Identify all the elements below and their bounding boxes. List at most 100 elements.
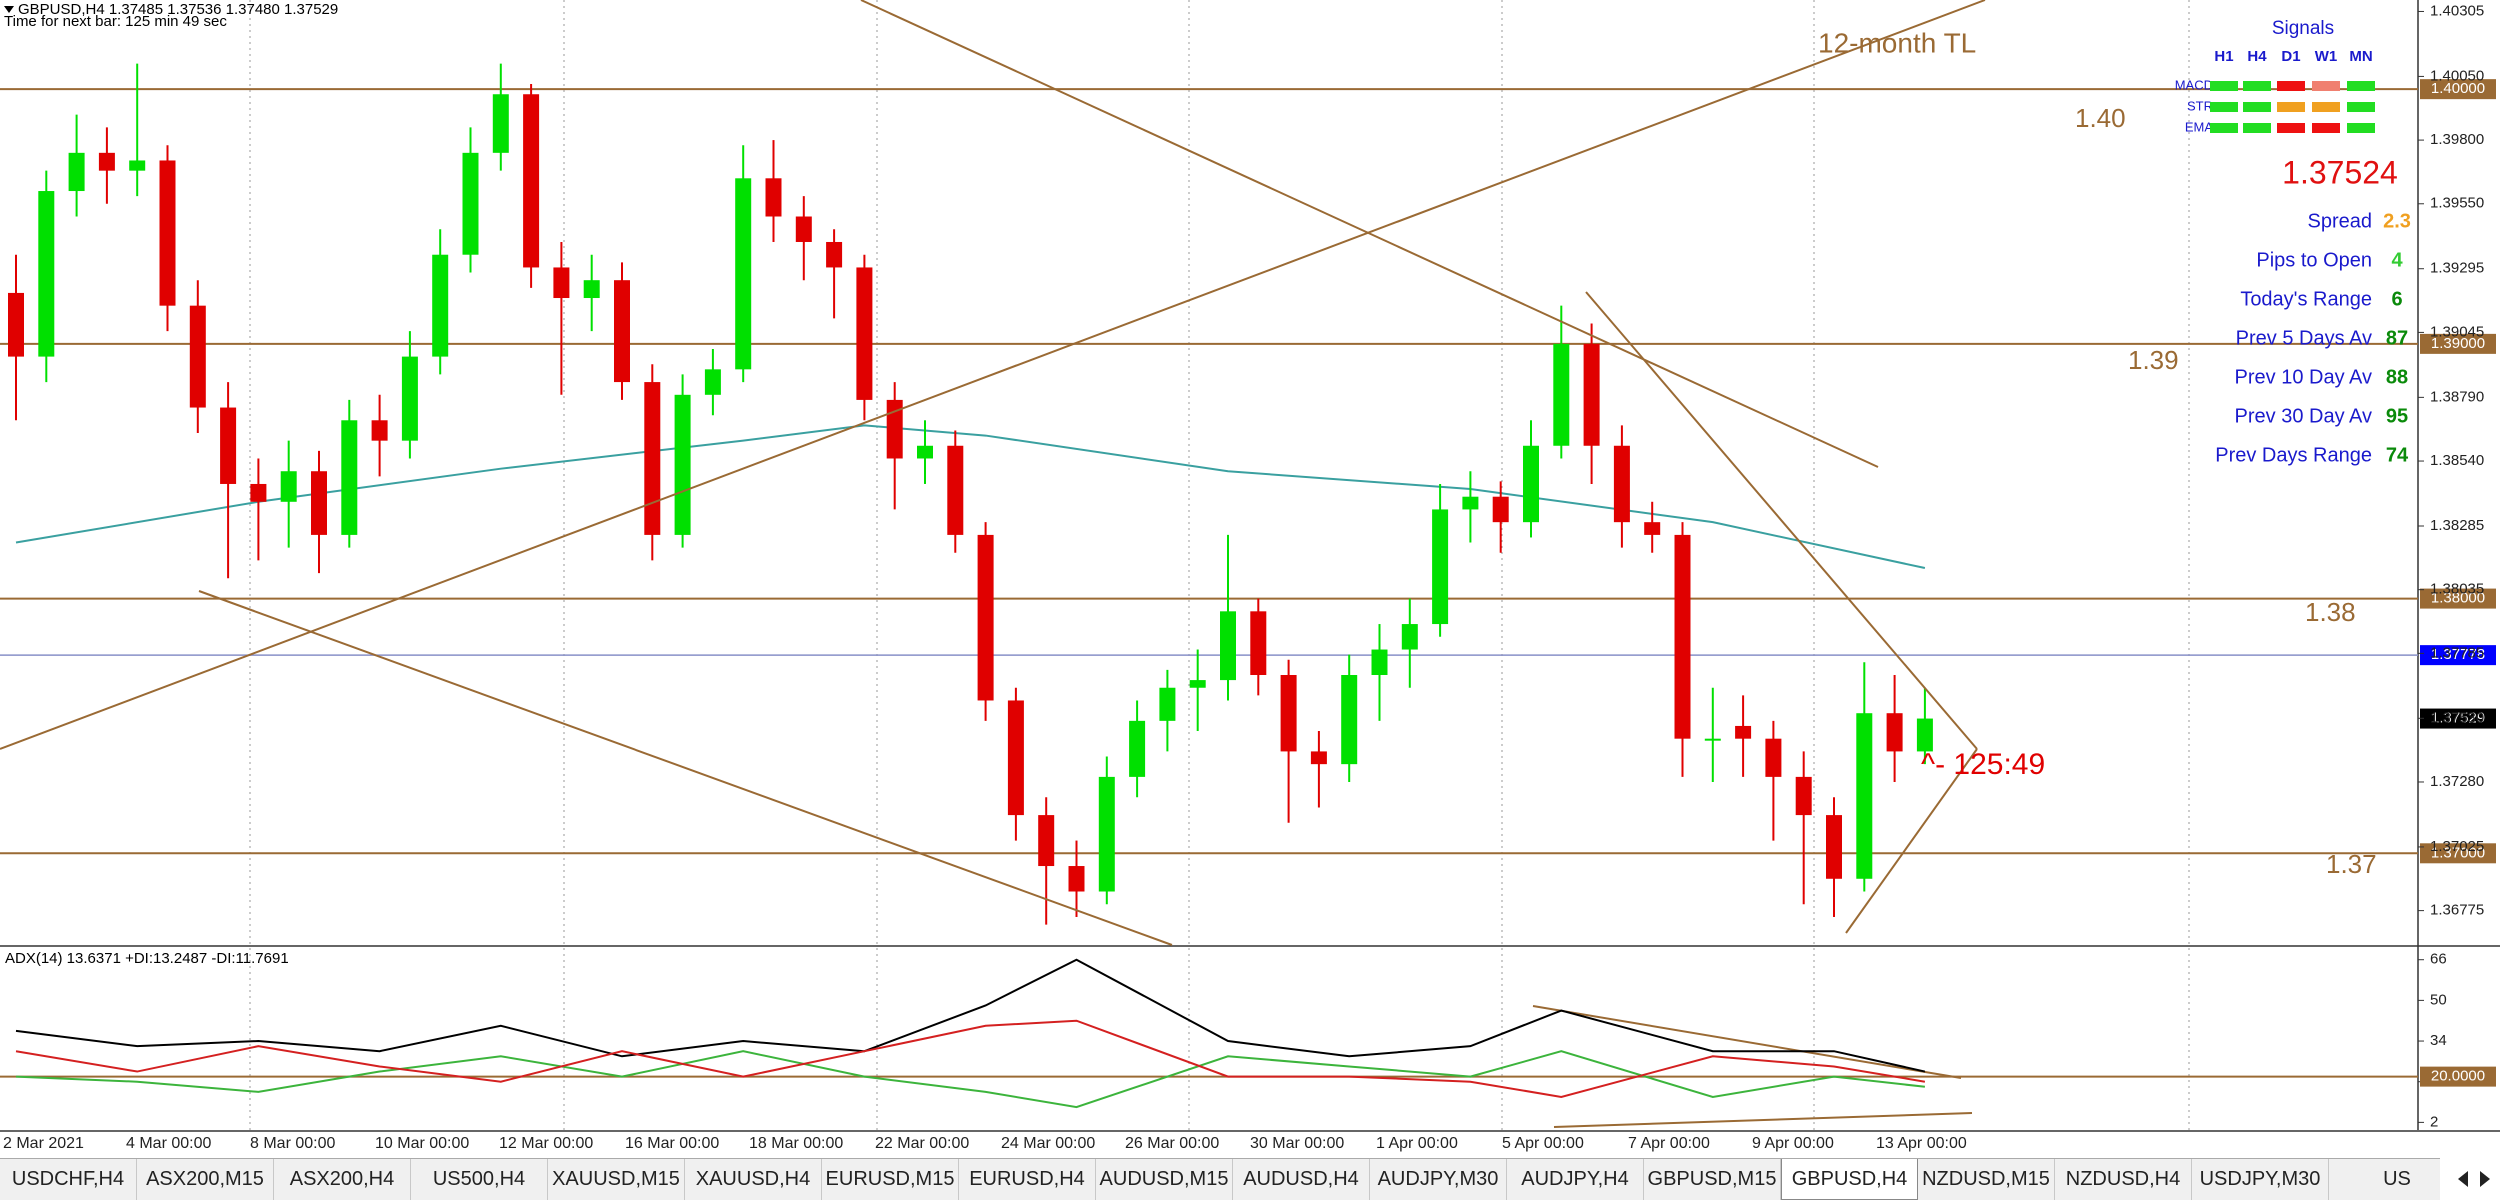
tab[interactable]: NZDUSD,M15 (1918, 1159, 2055, 1200)
candle-body (1916, 718, 1933, 752)
x-tick-label: 16 Mar 00:00 (625, 1135, 719, 1152)
candle-body (1795, 776, 1812, 816)
stat-value: 74 (2386, 444, 2409, 466)
tab[interactable]: NZDUSD,H4 (2055, 1159, 2192, 1200)
adx-tick-label: 2 (2430, 1113, 2438, 1130)
y-tick-label: 1.39045 (2430, 323, 2484, 340)
candle-body (1220, 611, 1236, 681)
tab[interactable]: GBPUSD,H4 (1781, 1159, 1918, 1200)
stat-label: Pips to Open (2256, 249, 2372, 271)
candle-body (614, 280, 630, 383)
menu-arrow[interactable] (4, 6, 14, 13)
price-tag-text: 1.37529 (2431, 710, 2485, 727)
candle-body (1098, 776, 1115, 892)
candle-body (795, 216, 812, 242)
signals-price: 1.37524 (2282, 154, 2398, 190)
adx-line (15, 1050, 1926, 1109)
candle-body (1826, 815, 1842, 879)
tab[interactable]: XAUUSD,M15 (548, 1159, 685, 1200)
y-tick-label: 1.38540 (2430, 452, 2484, 469)
y-tick-label: 1.38035 (2430, 581, 2484, 598)
signal-cell (2312, 81, 2340, 91)
tab[interactable]: EURUSD,M15 (822, 1159, 959, 1200)
y-tick-label: 1.39800 (2430, 131, 2484, 148)
tab[interactable]: EURUSD,H4 (959, 1159, 1096, 1200)
candle-body (583, 280, 600, 299)
candle-body (1644, 522, 1661, 535)
candle-body (704, 369, 721, 395)
x-tick-label: 10 Mar 00:00 (375, 1135, 469, 1152)
adx-tick-label: 66 (2430, 951, 2447, 968)
candle-body (523, 94, 540, 268)
candle-body (1068, 866, 1085, 892)
candle-body (1765, 738, 1782, 777)
tab[interactable]: AUDUSD,M15 (1096, 1159, 1233, 1200)
candle-body (220, 407, 237, 484)
y-tick-label: 1.40305 (2430, 2, 2484, 19)
candle-body (159, 160, 176, 306)
tab[interactable]: ASX200,M15 (137, 1159, 274, 1200)
candle-body (1189, 680, 1206, 688)
moving-average (15, 424, 1926, 569)
tab[interactable]: XAUUSD,H4 (685, 1159, 822, 1200)
level-tag (2420, 588, 2496, 609)
signals-column: H4 (2247, 48, 2267, 65)
signal-cell (2210, 123, 2238, 133)
candle-body (492, 94, 509, 153)
candle-body (8, 292, 24, 357)
tab[interactable]: US500,H4 (411, 1159, 548, 1200)
adx-label: ADX(14) 13.6371 +DI:13.2487 -DI:11.7691 (5, 950, 289, 967)
separators (249, 0, 2190, 1130)
candle-body (432, 254, 449, 357)
stat-value: 88 (2386, 366, 2408, 388)
candle-body (1280, 675, 1297, 752)
countdown: ^- 125:49 (1921, 748, 2045, 781)
signal-cell (2243, 123, 2271, 133)
tab[interactable]: AUDUSD,H4 (1233, 1159, 1370, 1200)
candle-body (1401, 624, 1418, 650)
adx-line (15, 958, 1926, 1073)
tab[interactable]: ASX200,H4 (274, 1159, 411, 1200)
candle-body (644, 382, 661, 535)
x-tick-label: 18 Mar 00:00 (749, 1135, 843, 1152)
signals-row-label: MACD (2175, 77, 2213, 92)
level-tag-text: 1.37000 (2431, 844, 2485, 861)
price-tag (2420, 708, 2496, 729)
tab[interactable]: US (2329, 1159, 2440, 1200)
x-tick-label: 24 Mar 00:00 (1001, 1135, 1095, 1152)
tab-bar: USDCHF,H4 ASX200,M15 ASX200,H4 US500,H4 XAUU… (0, 1158, 2440, 1200)
price-tag-text: 1.37778 (2431, 646, 2485, 663)
signal-cell (2347, 123, 2375, 133)
x-tick-label: 9 Apr 00:00 (1752, 1135, 1834, 1152)
tab[interactable]: AUDJPY,M30 (1370, 1159, 1507, 1200)
tab[interactable]: USDCHF,H4 (0, 1159, 137, 1200)
signals-column: W1 (2315, 48, 2338, 65)
candles (8, 63, 1933, 925)
candle-body (765, 178, 782, 217)
candle-body (1492, 496, 1509, 523)
candle-body (977, 534, 994, 701)
x-tick-label: 7 Apr 00:00 (1628, 1135, 1710, 1152)
trendline-label: 12-month TL (1818, 27, 1976, 58)
scroll-right[interactable] (2480, 1171, 2490, 1187)
candle-body (250, 483, 267, 502)
chart-title: GBPUSD,H4 1.37485 1.37536 1.37480 1.3752… (18, 1, 338, 18)
candle-body (856, 267, 873, 400)
candle-body (1159, 687, 1176, 721)
adx-level-tag-text: 20.0000 (2431, 1068, 2485, 1085)
signals-title: Signals (2272, 18, 2334, 39)
tab[interactable]: GBPUSD,M15 (1644, 1159, 1781, 1200)
candle-body (341, 420, 358, 535)
candle-body (1038, 815, 1055, 867)
candle-body (1583, 343, 1600, 446)
level-tag (2420, 79, 2496, 100)
signal-cell (2277, 102, 2305, 112)
stat-label: Prev Days Range (2215, 444, 2372, 466)
stat-value: 6 (2391, 288, 2402, 310)
y-tick-label: 1.39295 (2430, 260, 2484, 277)
signals-column: D1 (2281, 48, 2300, 65)
level-label: 1.40 (2075, 103, 2126, 133)
tab[interactable]: USDJPY,M30 (2192, 1159, 2329, 1200)
scroll-left[interactable] (2458, 1171, 2468, 1187)
tab[interactable]: AUDJPY,H4 (1507, 1159, 1644, 1200)
